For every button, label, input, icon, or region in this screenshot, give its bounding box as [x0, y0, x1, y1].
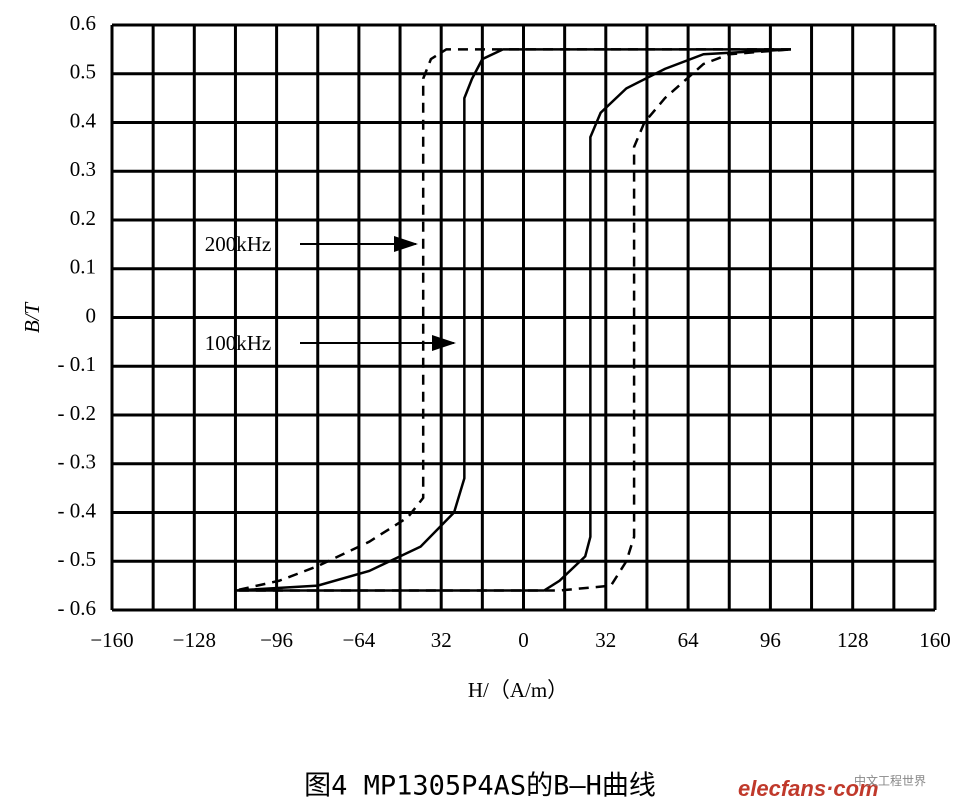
x-tick-label: 128	[837, 628, 869, 652]
x-tick-label: −64	[342, 628, 375, 652]
x-tick-label: −96	[260, 628, 293, 652]
y-tick-label: 0.4	[70, 108, 97, 132]
watermark-2: 中文工程世界	[854, 773, 926, 788]
annotation: 100kHz	[205, 331, 272, 355]
x-tick-label: 32	[595, 628, 616, 652]
x-tick-label: 0	[518, 628, 529, 652]
y-tick-label: - 0.4	[58, 498, 97, 522]
y-tick-label: 0.6	[70, 11, 96, 35]
y-tick-label: 0.1	[70, 255, 96, 279]
y-tick-label: - 0.1	[58, 352, 97, 376]
y-tick-label: 0.5	[70, 60, 96, 84]
x-tick-label: 96	[760, 628, 781, 652]
y-axis-label: B/T	[20, 302, 44, 334]
x-tick-label: 64	[678, 628, 700, 652]
x-axis-label: H/（A/m）	[468, 678, 568, 702]
y-tick-label: - 0.3	[58, 450, 97, 474]
annotation: 200kHz	[205, 232, 272, 256]
y-tick-label: - 0.2	[58, 401, 97, 425]
x-tick-label: 32	[431, 628, 452, 652]
y-tick-label: 0.3	[70, 157, 96, 181]
x-tick-label: −128	[173, 628, 216, 652]
y-tick-label: - 0.5	[58, 547, 97, 571]
series-line	[235, 48, 792, 592]
y-tick-label: 0.2	[70, 206, 96, 230]
series-line	[235, 48, 792, 592]
watermark: elecfans·com	[738, 776, 879, 801]
caption: 图4 MP1305P4AS的B—H曲线	[304, 771, 656, 802]
x-tick-label: 160	[919, 628, 951, 652]
y-tick-label: - 0.6	[58, 596, 97, 620]
y-tick-label: 0	[86, 303, 97, 327]
x-tick-label: −160	[90, 628, 133, 652]
